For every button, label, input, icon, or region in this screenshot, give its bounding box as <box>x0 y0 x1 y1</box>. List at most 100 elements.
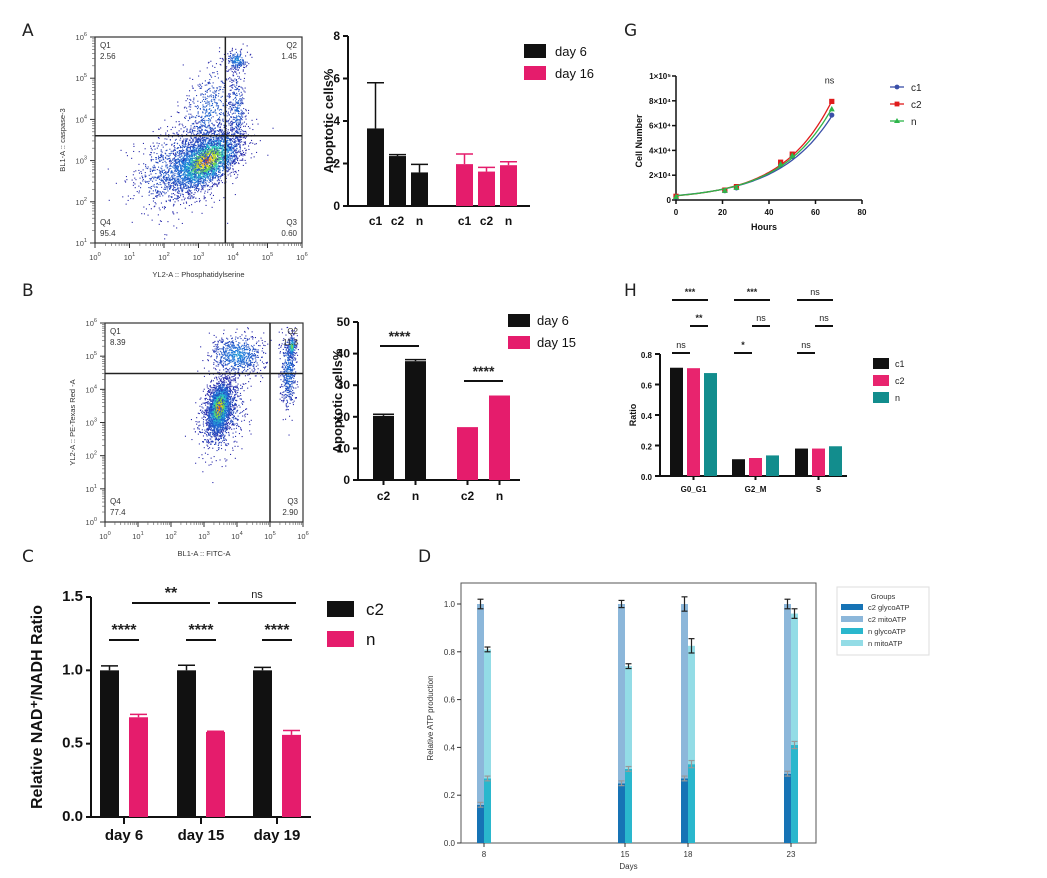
event-dot <box>237 140 239 142</box>
event-dot <box>209 186 211 188</box>
event-dot <box>185 160 187 162</box>
event-dot <box>211 128 213 130</box>
event-dot <box>181 145 183 147</box>
event-dot <box>222 138 224 140</box>
event-dot <box>188 173 190 175</box>
event-dot <box>223 82 225 84</box>
event-dot <box>204 123 206 125</box>
event-dot <box>205 139 207 141</box>
event-dot <box>250 157 252 159</box>
event-dot <box>191 166 193 168</box>
event-dot <box>152 142 154 144</box>
event-dot <box>198 171 200 173</box>
event-dot <box>205 143 207 145</box>
event-dot <box>204 166 206 168</box>
event-dot <box>239 56 241 58</box>
event-dot <box>186 150 188 152</box>
event-dot <box>192 116 194 118</box>
event-dot <box>202 189 204 191</box>
event-dot <box>134 183 136 185</box>
event-dot <box>219 141 221 143</box>
event-dot <box>211 197 213 199</box>
event-dot <box>199 83 201 85</box>
event-dot <box>203 184 205 186</box>
event-dot <box>155 157 157 159</box>
event-dot <box>249 54 251 56</box>
event-dot <box>200 144 202 146</box>
event-dot <box>206 164 208 166</box>
event-dot <box>221 148 223 150</box>
event-dot <box>218 109 220 111</box>
event-dot <box>204 169 206 171</box>
event-dot <box>242 97 244 99</box>
event-dot <box>179 164 181 166</box>
event-dot <box>156 195 158 197</box>
event-dot <box>158 128 160 130</box>
event-dot <box>194 127 196 129</box>
event-dot <box>195 160 197 162</box>
event-dot <box>226 141 228 143</box>
event-dot <box>209 140 211 142</box>
event-dot <box>165 132 167 134</box>
event-dot <box>213 175 215 177</box>
event-dot <box>211 167 213 169</box>
event-dot <box>149 154 151 156</box>
event-dot <box>220 108 222 110</box>
event-dot <box>218 174 220 176</box>
event-dot <box>178 174 180 176</box>
event-dot <box>173 149 175 151</box>
panel-label-a: A <box>22 21 34 41</box>
event-dot <box>206 152 208 154</box>
event-dot <box>240 138 242 140</box>
event-dot <box>200 177 202 179</box>
event-dot <box>206 115 208 117</box>
event-dot <box>206 155 208 157</box>
event-dot <box>206 91 208 93</box>
event-dot <box>215 163 217 165</box>
event-dot <box>174 170 176 172</box>
event-dot <box>186 159 188 161</box>
event-dot <box>184 146 186 148</box>
event-dot <box>215 161 217 163</box>
event-dot <box>235 69 237 71</box>
event-dot <box>153 152 155 154</box>
event-dot <box>162 182 164 184</box>
event-dot <box>156 162 158 164</box>
event-dot <box>185 163 187 165</box>
event-dot <box>187 151 189 153</box>
event-dot <box>238 78 240 80</box>
event-dot <box>176 170 178 172</box>
event-dot <box>182 174 184 176</box>
event-dot <box>219 159 221 161</box>
event-dot <box>212 87 214 89</box>
event-dot <box>209 139 211 141</box>
event-dot <box>203 163 205 165</box>
event-dot <box>215 166 217 168</box>
event-dot <box>220 165 222 167</box>
event-dot <box>198 163 200 165</box>
event-dot <box>220 161 222 163</box>
event-dot <box>203 154 205 156</box>
event-dot <box>189 128 191 130</box>
event-dot <box>127 199 129 201</box>
event-dot <box>203 152 205 154</box>
event-dot <box>184 184 186 186</box>
event-dot <box>214 182 216 184</box>
event-dot <box>219 144 221 146</box>
event-dot <box>239 53 241 55</box>
event-dot <box>215 173 217 175</box>
event-dot <box>142 177 144 179</box>
event-dot <box>242 88 244 90</box>
event-dot <box>217 125 219 127</box>
event-dot <box>236 146 238 148</box>
event-dot <box>140 183 142 185</box>
event-dot <box>187 177 189 179</box>
event-dot <box>115 182 117 184</box>
event-dot <box>209 82 211 84</box>
event-dot <box>242 159 244 161</box>
event-dot <box>235 96 237 98</box>
event-dot <box>214 158 216 160</box>
event-dot <box>216 180 218 182</box>
event-dot <box>160 179 162 181</box>
event-dot <box>231 61 233 63</box>
